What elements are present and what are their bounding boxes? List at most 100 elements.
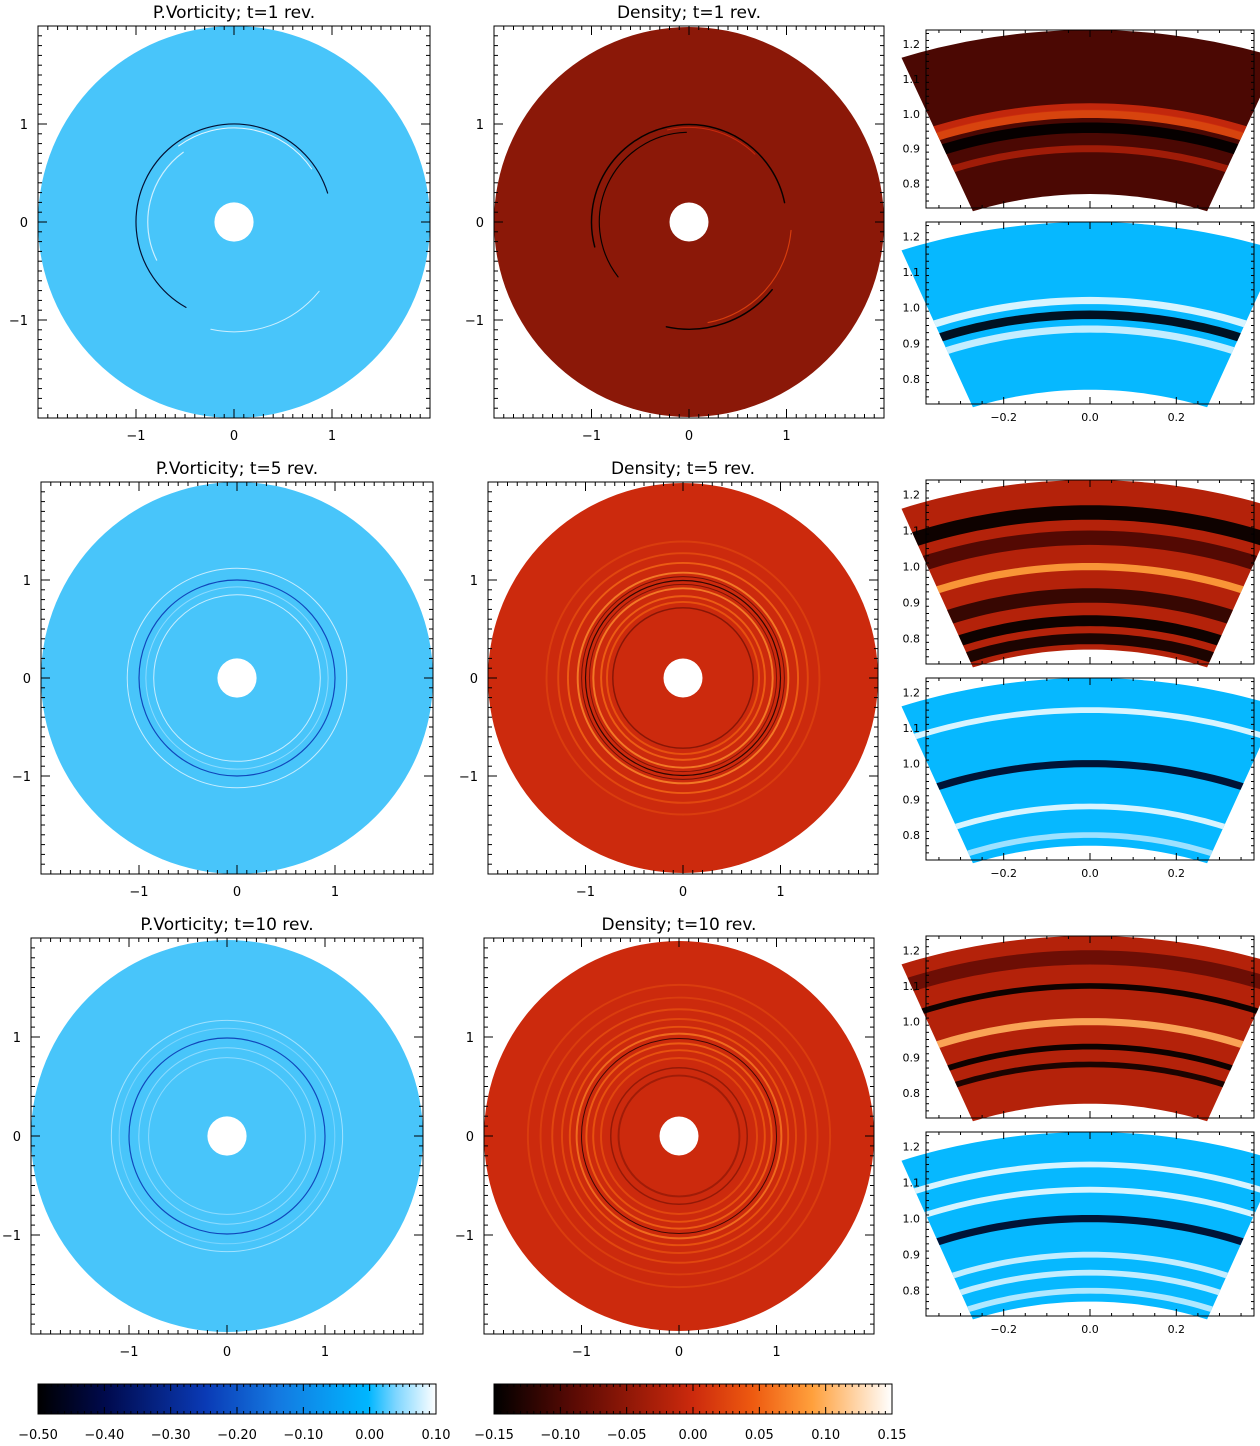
- colorbar-tick-label: −0.05: [607, 1428, 647, 1443]
- y-tick-label: −1: [459, 770, 478, 785]
- y-tick-label: 1.1: [903, 266, 921, 279]
- y-tick-label: 0: [20, 216, 28, 231]
- ring: [110, 1019, 344, 1253]
- sector-band: [913, 1161, 1260, 1194]
- inner-hole: [659, 1116, 699, 1156]
- y-tick-label: 0.8: [903, 1285, 921, 1298]
- y-tick-label: 1.2: [903, 38, 921, 51]
- spiral-arm: [665, 288, 773, 330]
- sector-band: [966, 633, 1214, 663]
- x-tick-label: 1: [328, 429, 336, 444]
- disk-panel-2-1: −1 −1 0 0 1 1 Density; t=10 rev.: [455, 915, 875, 1360]
- x-tick-label: 0: [223, 1345, 231, 1360]
- sector-band: [936, 1215, 1244, 1246]
- ring: [612, 607, 754, 749]
- zoom-panel-0-top: 0.8 0.9 1.0 1.1 1.2: [901, 29, 1260, 212]
- sector-band: [955, 803, 1225, 830]
- inner-hole: [217, 658, 257, 698]
- ring: [118, 1027, 336, 1245]
- y-tick-label: −1: [465, 314, 484, 329]
- y-tick-label: 1: [23, 574, 31, 589]
- colorbar-tick-label: −0.10: [283, 1428, 323, 1443]
- sector-band: [933, 103, 1247, 133]
- sector-band: [939, 310, 1241, 342]
- y-tick-label: 0: [466, 1130, 474, 1145]
- colorbar-tick-label: 0.05: [745, 1428, 774, 1443]
- disk-panel-1-1: −1 −1 0 0 1 1 Density; t=5 rev.: [459, 459, 879, 900]
- sector-band: [936, 1018, 1244, 1048]
- sector-band: [955, 1061, 1225, 1088]
- y-tick-label: 0.9: [903, 1249, 921, 1262]
- colorbar-tick-label: 0.10: [811, 1428, 840, 1443]
- colorbar-tick-label: −0.10: [540, 1428, 580, 1443]
- spiral-arm: [210, 290, 320, 333]
- colorbar-tick-label: 0.15: [878, 1428, 907, 1443]
- y-tick-label: 0.8: [903, 1087, 921, 1100]
- ring: [588, 583, 778, 773]
- ring: [600, 1057, 758, 1215]
- ring: [592, 1049, 766, 1223]
- y-tick-label: 1: [20, 118, 28, 133]
- x-tick-label: −1: [572, 1345, 591, 1360]
- disk-panel-0-0: −1 −1 0 0 1 1 P.Vorticity; t=1 rev.: [9, 3, 431, 444]
- zoom-panel-1-top: 0.8 0.9 1.0 1.1 1.2: [901, 479, 1260, 668]
- ring: [557, 552, 809, 804]
- x-tick-label: −1: [126, 429, 145, 444]
- colorbar-tick-label: −0.20: [217, 1428, 257, 1443]
- y-tick-label: 0: [13, 1130, 21, 1145]
- colorbar-vorticity: −0.50 −0.40 −0.30 −0.20 −0.10 0.00 0.10: [18, 1383, 450, 1443]
- x-tick-label: 1: [331, 885, 339, 900]
- x-tick-label: 0.0: [1081, 411, 1099, 424]
- sector-band: [958, 615, 1222, 646]
- y-tick-label: 1.0: [903, 1016, 921, 1029]
- y-tick-label: 0.8: [903, 829, 921, 842]
- disk-panel-1-0: −1 −1 0 0 1 1 P.Vorticity; t=5 rev.: [12, 459, 434, 900]
- y-tick-label: 1.2: [903, 1140, 921, 1153]
- x-tick-label: 0.0: [1081, 867, 1099, 880]
- ring: [581, 576, 785, 780]
- x-tick-label: 0: [233, 885, 241, 900]
- y-tick-label: 1.1: [903, 1177, 921, 1190]
- panel-title: P.Vorticity; t=10 rev.: [140, 915, 313, 935]
- y-tick-label: 1.1: [903, 525, 921, 538]
- sector-band: [907, 950, 1260, 992]
- x-tick-label: −1: [576, 885, 595, 900]
- ring: [585, 1042, 773, 1230]
- y-tick-label: −1: [9, 314, 28, 329]
- panel-title: P.Vorticity; t=1 rev.: [153, 3, 315, 23]
- y-tick-label: 0.8: [903, 178, 921, 191]
- ring: [539, 996, 819, 1276]
- x-tick-label: −0.2: [990, 867, 1017, 880]
- disk-panel-0-1: −1 −1 0 0 1 1 Density; t=1 rev.: [465, 3, 885, 444]
- sector-band: [936, 109, 1244, 141]
- sector-band: [912, 505, 1260, 546]
- x-tick-label: 1: [772, 1345, 780, 1360]
- y-tick-label: 1.0: [903, 1213, 921, 1226]
- ring: [575, 1032, 783, 1240]
- x-tick-label: −0.2: [990, 1323, 1017, 1336]
- ring: [153, 594, 321, 762]
- spiral-arm: [667, 126, 756, 155]
- y-tick-label: −1: [2, 1229, 21, 1244]
- ring: [145, 586, 329, 770]
- disk-panel-2-0: −1 −1 0 0 1 1 P.Vorticity; t=10 rev.: [2, 915, 424, 1360]
- y-tick-label: −1: [12, 770, 31, 785]
- spiral-arm: [147, 151, 184, 261]
- sector-band: [945, 325, 1235, 354]
- sector-band: [921, 983, 1259, 1014]
- sector-band: [952, 1251, 1228, 1279]
- ring: [566, 561, 800, 795]
- y-tick-label: 1.1: [903, 722, 921, 735]
- y-tick-label: 0.9: [903, 1051, 921, 1064]
- y-tick-label: 0.8: [903, 373, 921, 386]
- zoom-panel-2-bottom: 0.8 0.9 1.0 1.1 1.2 −0.2 0.0 0.2: [901, 1131, 1260, 1336]
- ring: [592, 587, 774, 769]
- y-tick-label: 0.9: [903, 793, 921, 806]
- colorbar-tick-label: −0.40: [84, 1428, 124, 1443]
- ring: [605, 600, 761, 756]
- x-tick-label: −1: [129, 885, 148, 900]
- spiral-arm: [135, 123, 329, 309]
- colorbar-tick-label: −0.30: [151, 1428, 191, 1443]
- x-tick-label: −1: [582, 429, 601, 444]
